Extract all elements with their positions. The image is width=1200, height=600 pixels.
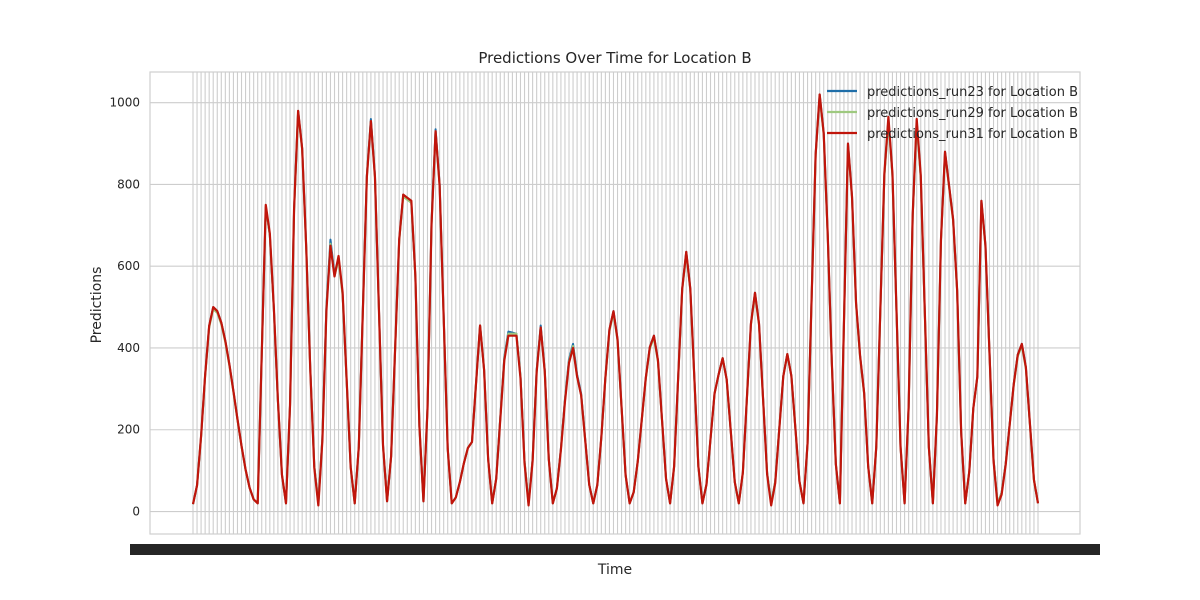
legend-label: predictions_run29 for Location B <box>867 106 1078 121</box>
y-tick-label: 0 <box>132 505 140 519</box>
y-tick-label: 800 <box>117 177 140 191</box>
y-tick-label: 400 <box>117 341 140 355</box>
y-tick-label: 600 <box>117 259 140 273</box>
y-tick-label: 1000 <box>109 96 140 110</box>
y-grid <box>150 102 1080 513</box>
legend-label: predictions_run23 for Location B <box>867 85 1078 100</box>
x-tick-labels-overlap <box>130 544 1100 555</box>
legend: predictions_run23 for Location B predicti… <box>827 85 1078 142</box>
series-line-3 <box>191 93 1040 507</box>
y-axis-label: Predictions <box>89 267 105 344</box>
y-tick-labels: 0 200 400 600 800 1000 <box>109 96 140 519</box>
y-tick-label: 200 <box>117 423 140 437</box>
x-axis-label: Time <box>597 562 632 578</box>
legend-label: predictions_run31 for Location B <box>867 127 1078 142</box>
x-grid <box>192 72 1039 534</box>
chart-title: Predictions Over Time for Location B <box>478 49 751 67</box>
series-lines <box>191 93 1040 507</box>
